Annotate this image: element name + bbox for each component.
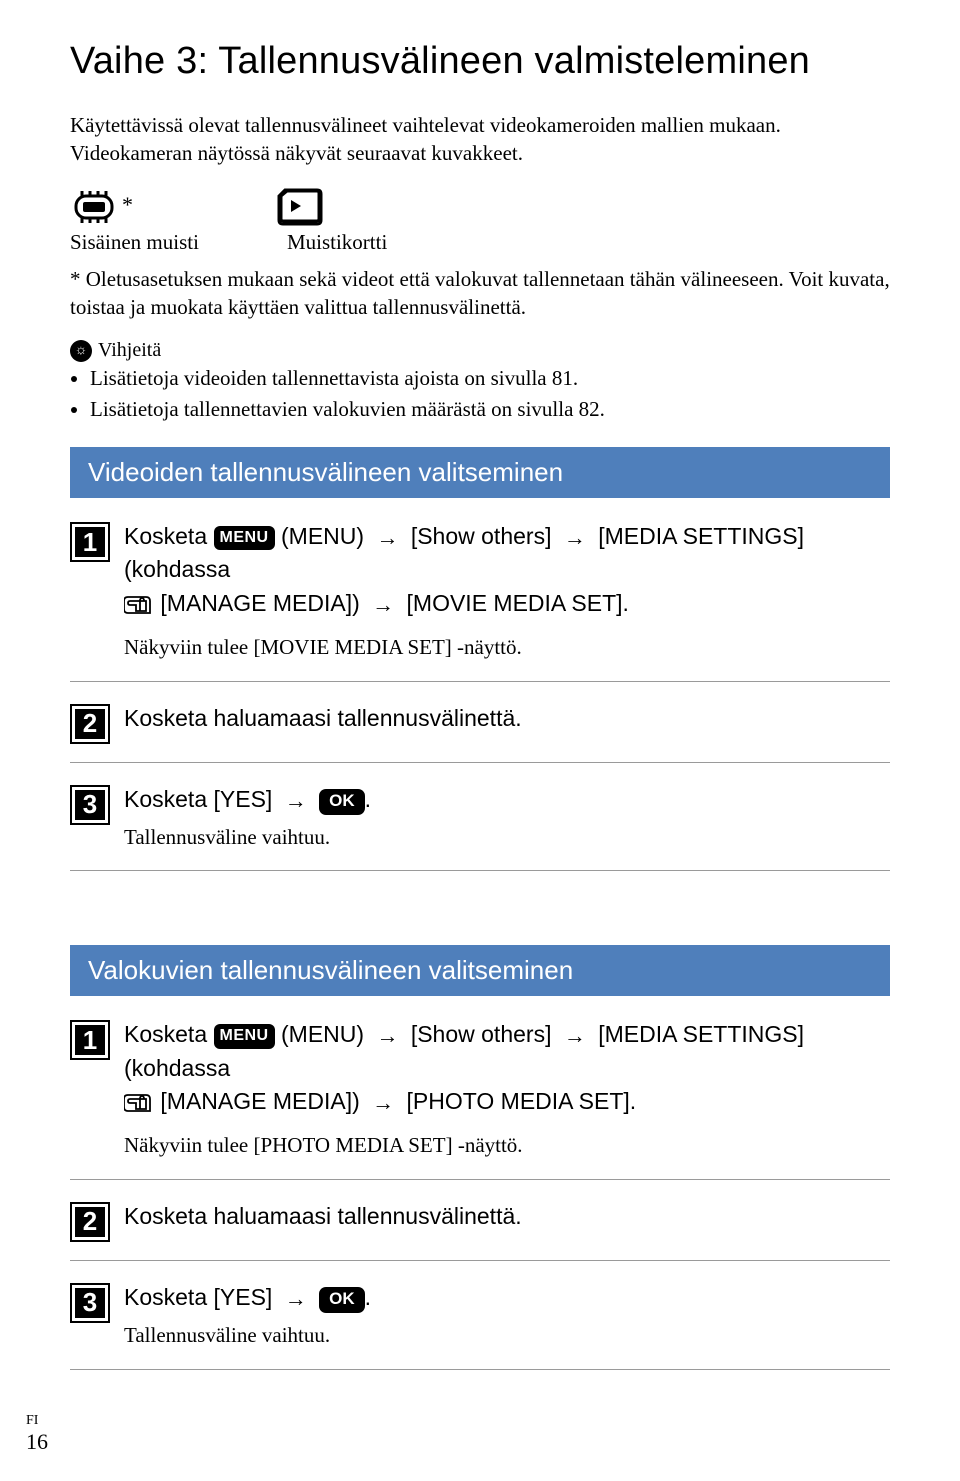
page-title: Vaihe 3: Tallennusvälineen valmistelemin… bbox=[70, 40, 890, 83]
step-number: 2 bbox=[70, 704, 110, 744]
internal-memory-label: Sisäinen muisti bbox=[70, 230, 199, 255]
step-instruction: Kosketa MENU (MENU) → [Show others] → [M… bbox=[124, 1018, 890, 1124]
step-instruction: Kosketa [YES] → OK. bbox=[124, 1281, 890, 1314]
tip-item: Lisätietoja tallennettavien valokuvien m… bbox=[90, 395, 890, 423]
step-subtext: Näkyviin tulee [PHOTO MEDIA SET] -näyttö… bbox=[124, 1130, 890, 1160]
arrow-icon: → bbox=[376, 522, 398, 554]
step-number: 2 bbox=[70, 1202, 110, 1242]
arrow-icon: → bbox=[285, 1283, 307, 1315]
step-number: 3 bbox=[70, 1283, 110, 1323]
tips-list: Lisätietoja videoiden tallennettavista a… bbox=[70, 364, 890, 423]
step-subtext: Tallennusväline vaihtuu. bbox=[124, 822, 890, 852]
step-subtext: Tallennusväline vaihtuu. bbox=[124, 1320, 890, 1350]
hand-icon bbox=[124, 1091, 152, 1124]
arrow-icon: → bbox=[372, 589, 394, 621]
ok-badge: OK bbox=[319, 1287, 365, 1314]
footer-language: FI bbox=[26, 1413, 48, 1429]
memory-card-icon bbox=[273, 188, 323, 226]
arrow-icon: → bbox=[372, 1087, 394, 1119]
arrow-icon: → bbox=[564, 1020, 586, 1052]
step-instruction: Kosketa haluamaasi tallennusvälinettä. bbox=[124, 702, 890, 735]
step-instruction: Kosketa [YES] → OK. bbox=[124, 783, 890, 816]
intro-text: Käytettävissä olevat tallennusvälineet v… bbox=[70, 111, 890, 168]
arrow-icon: → bbox=[564, 522, 586, 554]
step-instruction: Kosketa MENU (MENU) → [Show others] → [M… bbox=[124, 520, 890, 626]
menu-badge: MENU bbox=[214, 526, 275, 550]
page-footer: FI 16 bbox=[26, 1413, 48, 1455]
tips-heading: Vihjeitä bbox=[98, 339, 161, 362]
tips-icon: ☼ bbox=[70, 340, 92, 362]
section-heading-video: Videoiden tallennusvälineen valitseminen bbox=[70, 447, 890, 498]
step-number: 1 bbox=[70, 522, 110, 562]
footer-page-number: 16 bbox=[26, 1429, 48, 1455]
step-number: 3 bbox=[70, 785, 110, 825]
footnote-text: * Oletusasetuksen mukaan sekä videot ett… bbox=[70, 265, 890, 322]
arrow-icon: → bbox=[376, 1020, 398, 1052]
internal-memory-icon bbox=[70, 188, 118, 226]
ok-badge: OK bbox=[319, 789, 365, 816]
memory-card-label: Muistikortti bbox=[287, 230, 387, 255]
asterisk-marker: * bbox=[122, 192, 133, 218]
section-heading-photo: Valokuvien tallennusvälineen valitsemine… bbox=[70, 945, 890, 996]
step-instruction: Kosketa haluamaasi tallennusvälinettä. bbox=[124, 1200, 890, 1233]
hand-icon bbox=[124, 593, 152, 626]
menu-badge: MENU bbox=[214, 1024, 275, 1048]
step-subtext: Näkyviin tulee [MOVIE MEDIA SET] -näyttö… bbox=[124, 632, 890, 662]
arrow-icon: → bbox=[285, 785, 307, 817]
tip-item: Lisätietoja videoiden tallennettavista a… bbox=[90, 364, 890, 392]
step-number: 1 bbox=[70, 1020, 110, 1060]
